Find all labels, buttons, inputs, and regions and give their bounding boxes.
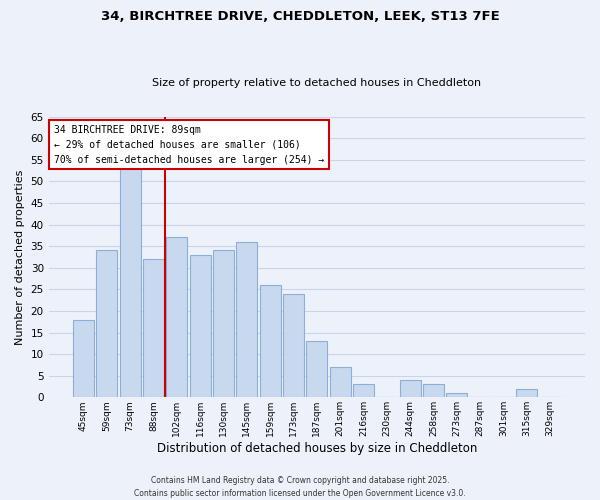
Bar	[353, 384, 374, 398]
Text: 34 BIRCHTREE DRIVE: 89sqm
← 29% of detached houses are smaller (106)
70% of semi: 34 BIRCHTREE DRIVE: 89sqm ← 29% of detac…	[54, 125, 324, 164]
Bar	[260, 285, 281, 398]
Bar	[97, 250, 118, 398]
Bar	[423, 384, 444, 398]
Bar	[120, 164, 140, 398]
X-axis label: Distribution of detached houses by size in Cheddleton: Distribution of detached houses by size …	[157, 442, 477, 455]
Bar	[516, 388, 537, 398]
Bar	[166, 238, 187, 398]
Bar	[190, 255, 211, 398]
Bar	[329, 367, 350, 398]
Text: Contains HM Land Registry data © Crown copyright and database right 2025.
Contai: Contains HM Land Registry data © Crown c…	[134, 476, 466, 498]
Bar	[446, 393, 467, 398]
Title: Size of property relative to detached houses in Cheddleton: Size of property relative to detached ho…	[152, 78, 481, 88]
Bar	[307, 341, 328, 398]
Bar	[236, 242, 257, 398]
Text: 34, BIRCHTREE DRIVE, CHEDDLETON, LEEK, ST13 7FE: 34, BIRCHTREE DRIVE, CHEDDLETON, LEEK, S…	[101, 10, 499, 23]
Bar	[73, 320, 94, 398]
Y-axis label: Number of detached properties: Number of detached properties	[15, 169, 25, 344]
Bar	[213, 250, 234, 398]
Bar	[283, 294, 304, 398]
Bar	[400, 380, 421, 398]
Bar	[143, 259, 164, 398]
